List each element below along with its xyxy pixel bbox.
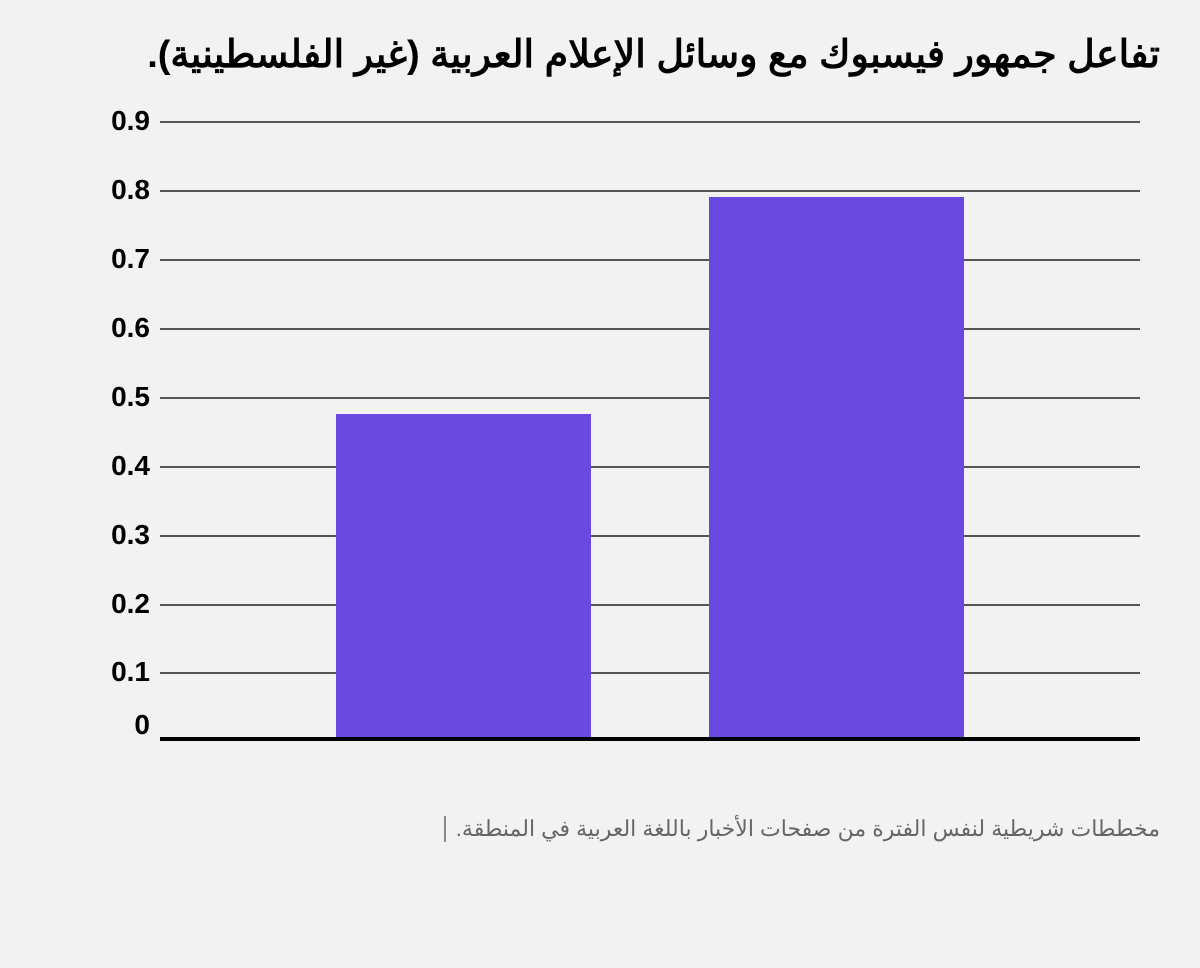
y-tick-label: 0.4 bbox=[60, 450, 150, 482]
bar bbox=[709, 197, 964, 738]
y-tick-label: 0.9 bbox=[60, 105, 150, 137]
bar bbox=[336, 414, 591, 738]
gridline bbox=[160, 466, 1140, 468]
bar-chart: 00.10.20.30.40.50.60.70.80.9 bbox=[60, 121, 1160, 801]
y-tick-label: 0.3 bbox=[60, 519, 150, 551]
y-tick-label: 0.2 bbox=[60, 588, 150, 620]
gridline bbox=[160, 121, 1140, 123]
y-tick-label: 0.7 bbox=[60, 243, 150, 275]
y-tick-label: 0 bbox=[60, 709, 150, 741]
y-tick-label: 0.6 bbox=[60, 312, 150, 344]
chart-caption-wrap: مخططات شريطية لنفس الفترة من صفحات الأخب… bbox=[40, 816, 1160, 842]
gridline bbox=[160, 259, 1140, 261]
gridline bbox=[160, 604, 1140, 606]
chart-title: تفاعل جمهور فيسبوك مع وسائل الإعلام العر… bbox=[40, 30, 1160, 81]
gridline bbox=[160, 397, 1140, 399]
gridline bbox=[160, 328, 1140, 330]
plot-area bbox=[160, 121, 1140, 741]
gridline bbox=[160, 190, 1140, 192]
gridline bbox=[160, 535, 1140, 537]
y-tick-label: 0.1 bbox=[60, 656, 150, 688]
chart-caption: مخططات شريطية لنفس الفترة من صفحات الأخب… bbox=[444, 816, 1160, 842]
gridline bbox=[160, 672, 1140, 674]
y-tick-label: 0.8 bbox=[60, 174, 150, 206]
y-tick-label: 0.5 bbox=[60, 381, 150, 413]
